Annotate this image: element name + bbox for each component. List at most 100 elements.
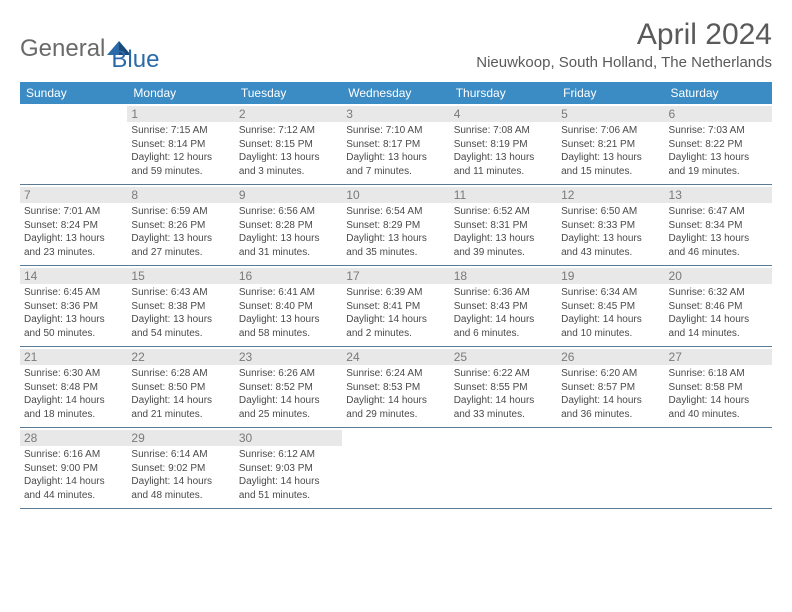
day-detail: Sunrise: 6:18 AMSunset: 8:58 PMDaylight:…: [669, 367, 768, 421]
day-detail: Sunrise: 6:45 AMSunset: 8:36 PMDaylight:…: [24, 286, 123, 340]
weekday-sat: Saturday: [665, 82, 772, 104]
day-cell: 8 Sunrise: 6:59 AMSunset: 8:26 PMDaylight…: [127, 185, 234, 265]
day-detail: Sunrise: 7:08 AMSunset: 8:19 PMDaylight:…: [454, 124, 553, 178]
day-number: 1: [127, 106, 234, 122]
day-number: 17: [342, 268, 449, 284]
day-number: 15: [127, 268, 234, 284]
title-block: April 2024 Nieuwkoop, South Holland, The…: [476, 18, 772, 71]
day-number: 7: [20, 187, 127, 203]
day-detail: Sunrise: 7:01 AMSunset: 8:24 PMDaylight:…: [24, 205, 123, 259]
day-number: 23: [235, 349, 342, 365]
day-detail: Sunrise: 6:41 AMSunset: 8:40 PMDaylight:…: [239, 286, 338, 340]
day-number: 22: [127, 349, 234, 365]
day-cell: [450, 428, 557, 508]
weekday-row: Sunday Monday Tuesday Wednesday Thursday…: [20, 82, 772, 104]
day-number: 16: [235, 268, 342, 284]
day-number: 8: [127, 187, 234, 203]
day-cell: 20 Sunrise: 6:32 AMSunset: 8:46 PMDayligh…: [665, 266, 772, 346]
day-detail: Sunrise: 6:32 AMSunset: 8:46 PMDaylight:…: [669, 286, 768, 340]
day-cell: 17 Sunrise: 6:39 AMSunset: 8:41 PMDayligh…: [342, 266, 449, 346]
day-cell: 11Sunrise: 6:52 AMSunset: 8:31 PMDayligh…: [450, 185, 557, 265]
weekday-tue: Tuesday: [235, 82, 342, 104]
logo-word1: General: [20, 35, 105, 63]
day-cell: 30Sunrise: 6:12 AMSunset: 9:03 PMDayligh…: [235, 428, 342, 508]
day-number: 14: [20, 268, 127, 284]
day-detail: Sunrise: 6:59 AMSunset: 8:26 PMDaylight:…: [131, 205, 230, 259]
day-cell: [342, 428, 449, 508]
day-detail: Sunrise: 6:56 AMSunset: 8:28 PMDaylight:…: [239, 205, 338, 259]
day-cell: 6 Sunrise: 7:03 AMSunset: 8:22 PMDaylight…: [665, 104, 772, 184]
day-cell: 15 Sunrise: 6:43 AMSunset: 8:38 PMDayligh…: [127, 266, 234, 346]
day-cell: [557, 428, 664, 508]
day-cell: 13 Sunrise: 6:47 AMSunset: 8:34 PMDayligh…: [665, 185, 772, 265]
day-cell: 16 Sunrise: 6:41 AMSunset: 8:40 PMDayligh…: [235, 266, 342, 346]
day-detail: Sunrise: 6:30 AMSunset: 8:48 PMDaylight:…: [24, 367, 123, 421]
day-detail: Sunrise: 6:12 AMSunset: 9:03 PMDaylight:…: [239, 448, 338, 502]
day-cell: 23 Sunrise: 6:26 AMSunset: 8:52 PMDayligh…: [235, 347, 342, 427]
day-detail: Sunrise: 7:06 AMSunset: 8:21 PMDaylight:…: [561, 124, 660, 178]
day-number: 13: [665, 187, 772, 203]
day-cell: 18 Sunrise: 6:36 AMSunset: 8:43 PMDayligh…: [450, 266, 557, 346]
day-detail: Sunrise: 6:34 AMSunset: 8:45 PMDaylight:…: [561, 286, 660, 340]
day-number: 21: [20, 349, 127, 365]
day-detail: Sunrise: 6:47 AMSunset: 8:34 PMDaylight:…: [669, 205, 768, 259]
day-cell: 21 Sunrise: 6:30 AMSunset: 8:48 PMDayligh…: [20, 347, 127, 427]
day-detail: Sunrise: 7:10 AMSunset: 8:17 PMDaylight:…: [346, 124, 445, 178]
day-number: 3: [342, 106, 449, 122]
week-row: 21 Sunrise: 6:30 AMSunset: 8:48 PMDayligh…: [20, 347, 772, 428]
day-detail: Sunrise: 6:14 AMSunset: 9:02 PMDaylight:…: [131, 448, 230, 502]
day-number: 25: [450, 349, 557, 365]
day-detail: Sunrise: 7:12 AMSunset: 8:15 PMDaylight:…: [239, 124, 338, 178]
day-number: 29: [127, 430, 234, 446]
day-number: 27: [665, 349, 772, 365]
day-number: 19: [557, 268, 664, 284]
day-cell: 12Sunrise: 6:50 AMSunset: 8:33 PMDayligh…: [557, 185, 664, 265]
day-number: [665, 430, 772, 446]
day-number: 26: [557, 349, 664, 365]
day-cell: 2Sunrise: 7:12 AMSunset: 8:15 PMDaylight…: [235, 104, 342, 184]
day-detail: Sunrise: 7:15 AMSunset: 8:14 PMDaylight:…: [131, 124, 230, 178]
day-cell: 24Sunrise: 6:24 AMSunset: 8:53 PMDayligh…: [342, 347, 449, 427]
day-cell: [20, 104, 127, 184]
calendar: Sunday Monday Tuesday Wednesday Thursday…: [20, 82, 772, 509]
day-cell: 1 Sunrise: 7:15 AMSunset: 8:14 PMDaylight…: [127, 104, 234, 184]
day-number: 28: [20, 430, 127, 446]
week-row: 14 Sunrise: 6:45 AMSunset: 8:36 PMDayligh…: [20, 266, 772, 347]
day-detail: Sunrise: 6:20 AMSunset: 8:57 PMDaylight:…: [561, 367, 660, 421]
week-row: 1 Sunrise: 7:15 AMSunset: 8:14 PMDaylight…: [20, 104, 772, 185]
day-detail: Sunrise: 6:36 AMSunset: 8:43 PMDaylight:…: [454, 286, 553, 340]
day-cell: 3 Sunrise: 7:10 AMSunset: 8:17 PMDaylight…: [342, 104, 449, 184]
weekday-mon: Monday: [127, 82, 234, 104]
day-cell: 14 Sunrise: 6:45 AMSunset: 8:36 PMDayligh…: [20, 266, 127, 346]
header: General Blue April 2024 Nieuwkoop, South…: [20, 18, 772, 74]
day-detail: Sunrise: 6:54 AMSunset: 8:29 PMDaylight:…: [346, 205, 445, 259]
day-number: 12: [557, 187, 664, 203]
day-number: 20: [665, 268, 772, 284]
day-cell: 22 Sunrise: 6:28 AMSunset: 8:50 PMDayligh…: [127, 347, 234, 427]
day-cell: 4 Sunrise: 7:08 AMSunset: 8:19 PMDaylight…: [450, 104, 557, 184]
weekday-fri: Friday: [557, 82, 664, 104]
day-cell: 9Sunrise: 6:56 AMSunset: 8:28 PMDaylight…: [235, 185, 342, 265]
day-number: 4: [450, 106, 557, 122]
day-cell: 29 Sunrise: 6:14 AMSunset: 9:02 PMDayligh…: [127, 428, 234, 508]
day-number: 24: [342, 349, 449, 365]
month-title: April 2024: [476, 18, 772, 52]
day-detail: Sunrise: 6:43 AMSunset: 8:38 PMDaylight:…: [131, 286, 230, 340]
day-cell: 7 Sunrise: 7:01 AMSunset: 8:24 PMDaylight…: [20, 185, 127, 265]
day-cell: 28Sunrise: 6:16 AMSunset: 9:00 PMDayligh…: [20, 428, 127, 508]
day-detail: Sunrise: 6:52 AMSunset: 8:31 PMDaylight:…: [454, 205, 553, 259]
day-cell: 25 Sunrise: 6:22 AMSunset: 8:55 PMDayligh…: [450, 347, 557, 427]
day-detail: Sunrise: 6:26 AMSunset: 8:52 PMDaylight:…: [239, 367, 338, 421]
day-detail: Sunrise: 6:28 AMSunset: 8:50 PMDaylight:…: [131, 367, 230, 421]
day-cell: 10Sunrise: 6:54 AMSunset: 8:29 PMDayligh…: [342, 185, 449, 265]
day-detail: Sunrise: 6:39 AMSunset: 8:41 PMDaylight:…: [346, 286, 445, 340]
day-cell: 19 Sunrise: 6:34 AMSunset: 8:45 PMDayligh…: [557, 266, 664, 346]
day-detail: Sunrise: 6:22 AMSunset: 8:55 PMDaylight:…: [454, 367, 553, 421]
day-number: 18: [450, 268, 557, 284]
day-number: [557, 430, 664, 446]
day-detail: Sunrise: 7:03 AMSunset: 8:22 PMDaylight:…: [669, 124, 768, 178]
location: Nieuwkoop, South Holland, The Netherland…: [476, 54, 772, 71]
day-cell: [665, 428, 772, 508]
day-number: 6: [665, 106, 772, 122]
weeks-container: 1 Sunrise: 7:15 AMSunset: 8:14 PMDaylight…: [20, 104, 772, 509]
